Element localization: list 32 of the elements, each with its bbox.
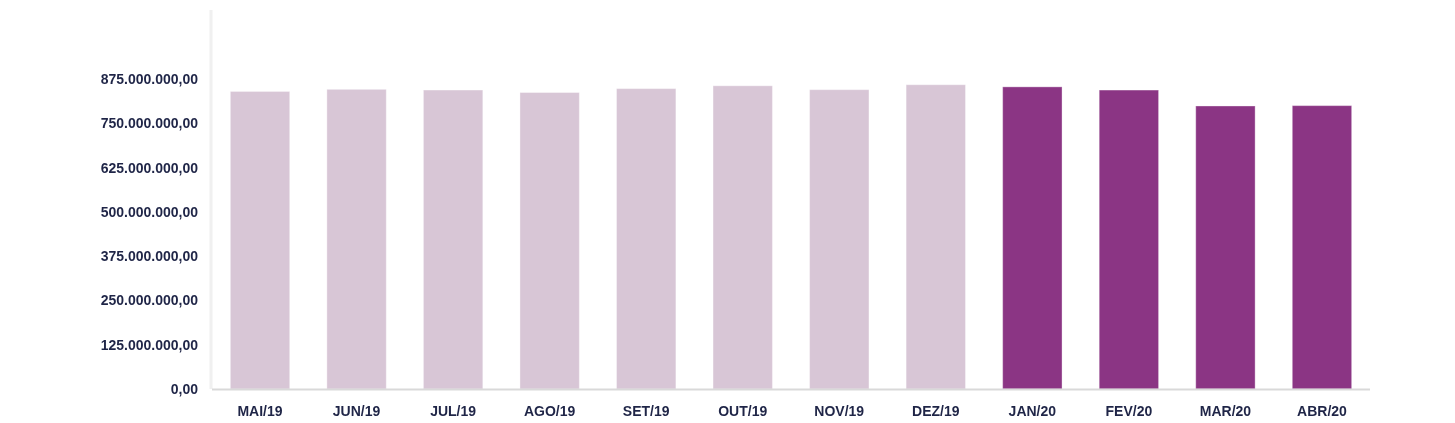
x-tick-label: NOV/19 bbox=[814, 402, 865, 419]
x-tick-label: OUT/19 bbox=[718, 402, 768, 419]
y-tick-label: 125.000.000,00 bbox=[100, 336, 199, 353]
bar bbox=[1195, 105, 1256, 390]
x-tick-label: SET/19 bbox=[622, 402, 670, 419]
bar bbox=[229, 90, 291, 390]
x-tick-label: MAR/20 bbox=[1199, 402, 1252, 419]
bar bbox=[809, 89, 870, 390]
y-tick-label: 500.000.000,00 bbox=[100, 203, 199, 220]
bar bbox=[712, 85, 773, 390]
x-tick-label: JAN/20 bbox=[1008, 402, 1057, 419]
x-tick-label: FEV/20 bbox=[1105, 402, 1153, 419]
x-tick-label: MAI/19 bbox=[237, 402, 283, 419]
bar bbox=[519, 92, 580, 390]
bar bbox=[905, 84, 966, 390]
bar bbox=[422, 89, 484, 390]
bar bbox=[1002, 86, 1063, 390]
x-tick-label: AGO/19 bbox=[523, 402, 576, 419]
bar bbox=[1291, 105, 1353, 390]
y-tick-label: 875.000.000,00 bbox=[100, 70, 199, 87]
bar bbox=[616, 88, 677, 390]
y-tick-label: 625.000.000,00 bbox=[100, 159, 199, 176]
x-tick-label: DEZ/19 bbox=[912, 402, 960, 419]
x-tick-label: ABR/20 bbox=[1297, 402, 1348, 419]
bar bbox=[326, 88, 387, 390]
x-tick-label: JUL/19 bbox=[430, 402, 477, 419]
y-tick-label: 375.000.000,00 bbox=[100, 248, 199, 265]
x-tick-label: JUN/19 bbox=[332, 402, 381, 419]
y-tick-label: 250.000.000,00 bbox=[100, 292, 199, 309]
bar bbox=[1098, 89, 1160, 390]
y-tick-label: 0,00 bbox=[170, 380, 199, 397]
y-tick-label: 750.000.000,00 bbox=[100, 115, 199, 132]
